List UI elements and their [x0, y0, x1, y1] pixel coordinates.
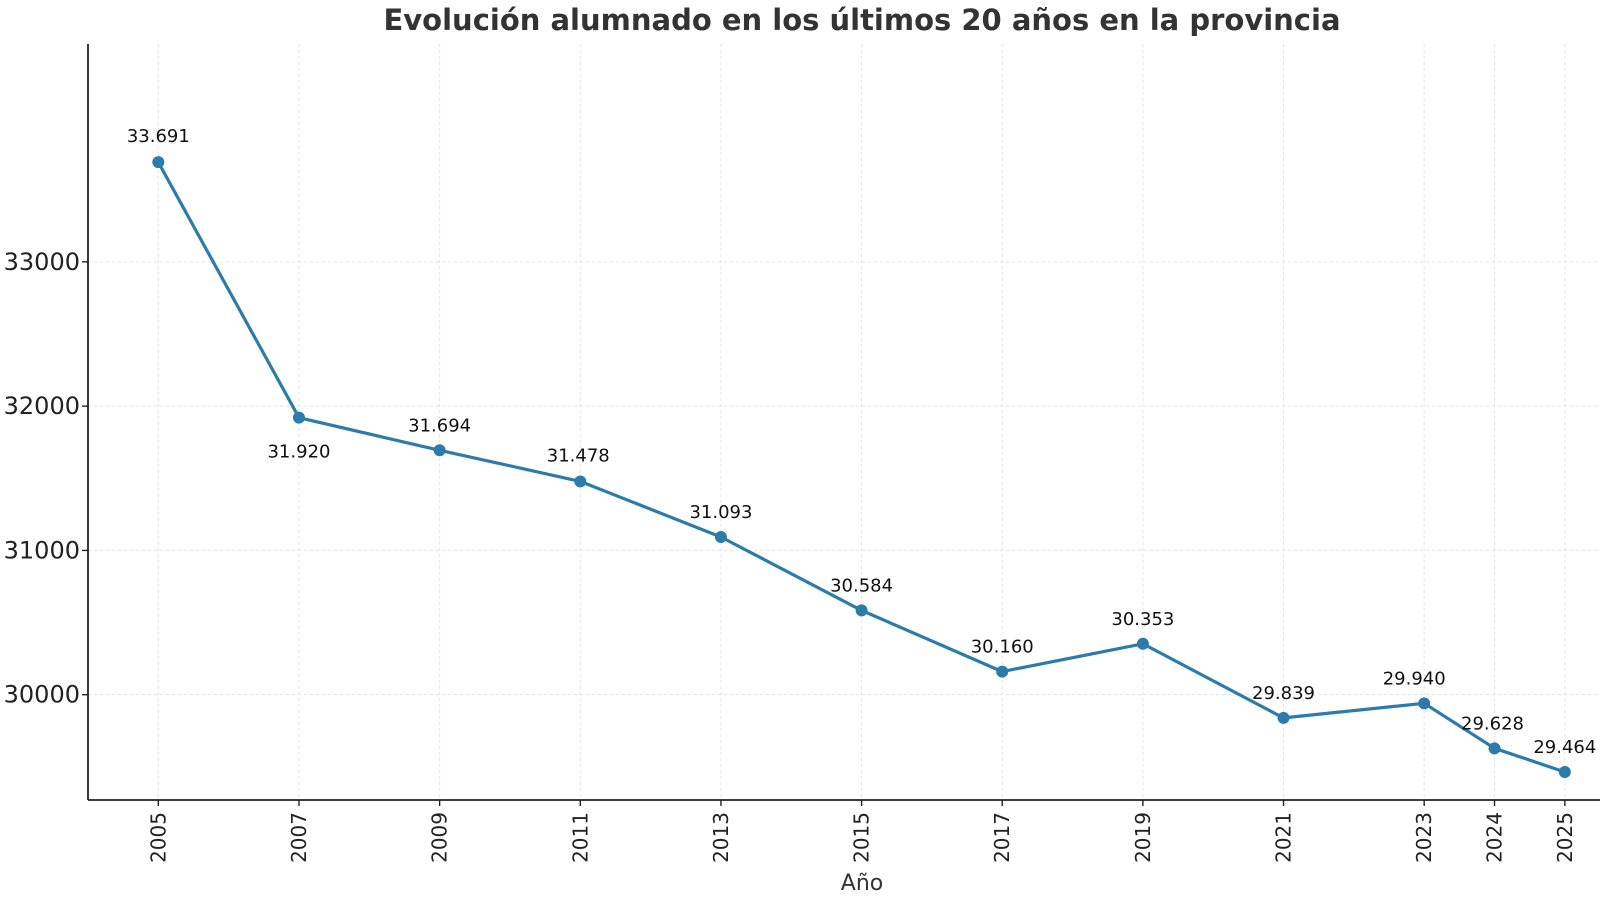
- data-point: [1558, 766, 1571, 779]
- data-point: [1418, 697, 1431, 710]
- x-axis-ticks: 2005 2007 2009 2011 2013 2015 2017 2019 2021 2023…: [146, 800, 1577, 863]
- y-axis-ticks: 30000 31000 32000 33000: [4, 248, 88, 709]
- x-axis-title: Año: [841, 871, 883, 896]
- data-label: 29.839: [1252, 683, 1315, 704]
- data-label: 31.093: [689, 502, 752, 523]
- data-point: [855, 604, 868, 617]
- data-labels: 33.691 31.920 31.694 31.478 31.093 30.584 30.1…: [127, 126, 1596, 758]
- x-tick-label: 2023: [1412, 812, 1436, 863]
- data-label: 30.353: [1111, 609, 1174, 630]
- x-tick-label: 2007: [287, 812, 311, 863]
- data-label: 31.478: [547, 445, 610, 466]
- data-point: [1488, 742, 1501, 755]
- data-point: [1277, 711, 1290, 724]
- chart-title: Evolución alumnado en los últimos 20 año…: [383, 3, 1340, 37]
- data-point: [996, 665, 1009, 678]
- series-main: [152, 156, 1571, 779]
- data-label: 29.628: [1461, 713, 1524, 734]
- data-label: 29.464: [1533, 737, 1596, 758]
- data-label: 29.940: [1383, 668, 1446, 689]
- data-point: [433, 444, 446, 457]
- x-tick-label: 2024: [1483, 812, 1507, 863]
- x-tick-label: 2011: [568, 812, 592, 863]
- y-tick-label: 31000: [4, 536, 80, 564]
- y-tick-label: 32000: [4, 392, 80, 420]
- series-line: [156, 161, 1566, 774]
- x-tick-label: 2009: [428, 812, 452, 863]
- axes: [87, 44, 1600, 801]
- x-tick-label: 2019: [1131, 812, 1155, 863]
- data-point: [574, 475, 587, 488]
- x-tick-label: 2013: [709, 812, 733, 863]
- data-point: [1136, 637, 1149, 650]
- data-label: 31.694: [408, 415, 471, 436]
- x-tick-label: 2025: [1553, 812, 1577, 863]
- data-label: 30.160: [971, 637, 1034, 658]
- x-tick-label: 2005: [146, 812, 170, 863]
- data-label: 30.584: [830, 575, 893, 596]
- x-tick-label: 2015: [850, 812, 874, 863]
- data-point: [152, 156, 165, 169]
- x-tick-label: 2017: [990, 812, 1014, 863]
- y-tick-label: 30000: [4, 681, 80, 709]
- y-tick-label: 33000: [4, 248, 80, 276]
- data-label: 33.691: [127, 126, 190, 147]
- data-point: [292, 411, 305, 424]
- data-label: 31.920: [267, 442, 330, 463]
- data-point: [714, 530, 727, 543]
- x-tick-label: 2021: [1272, 812, 1296, 863]
